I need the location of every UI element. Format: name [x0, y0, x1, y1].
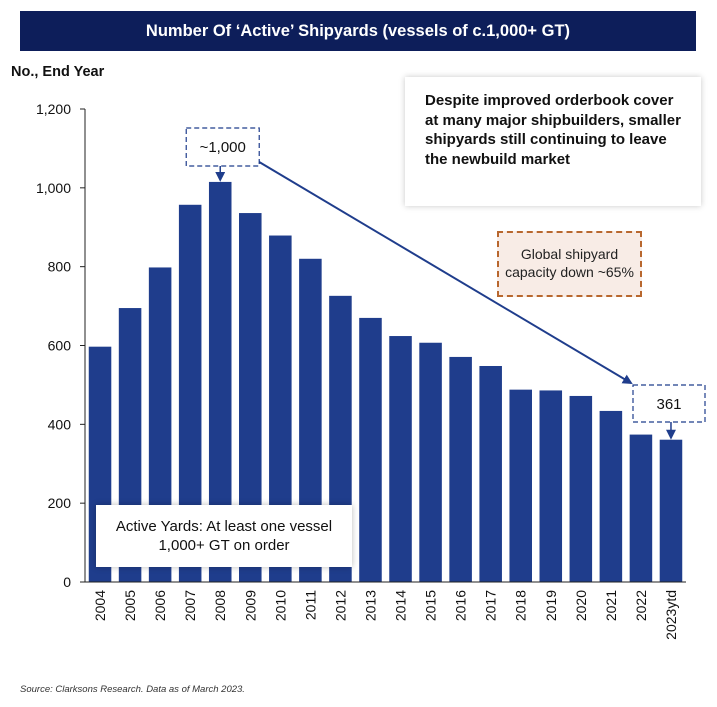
active-yards-definition-box: Active Yards: At least one vessel 1,000+…	[96, 505, 352, 567]
bar	[449, 356, 472, 582]
y-tick-label: 0	[63, 574, 71, 590]
x-tick-label: 2018	[513, 590, 529, 621]
x-tick-label: 2021	[603, 590, 619, 621]
x-tick-label: 2020	[573, 590, 589, 621]
capacity-note-box: Global shipyard capacity down ~65%	[497, 231, 642, 297]
commentary-text: Despite improved orderbook cover at many…	[425, 92, 681, 168]
annotations: ~1,000 361	[185, 127, 706, 440]
bar	[239, 213, 262, 582]
source-note: Source: Clarksons Research. Data as of M…	[20, 684, 245, 695]
chart-title: Number Of ‘Active’ Shipyards (vessels of…	[20, 11, 696, 51]
x-axis: 2004 2005 2006 2007 2008 2009 2010 2011 2012 2013…	[85, 581, 686, 640]
x-tick-label: 2013	[362, 590, 378, 621]
x-tick-label: 2014	[393, 590, 409, 621]
x-tick-label: 2017	[483, 590, 499, 621]
bar	[269, 235, 292, 582]
x-tick-label: 2004	[92, 590, 108, 621]
x-tick-label: 2008	[212, 590, 228, 621]
peak-label-box	[185, 127, 260, 167]
y-axis: 0 200 400 600 800 1,000 1,200	[36, 101, 86, 590]
y-tick-label: 600	[48, 338, 72, 354]
x-tick-label: 2009	[242, 590, 258, 621]
latest-label-box	[632, 384, 706, 423]
x-tick-label: 2012	[332, 590, 348, 621]
x-tick-label: 2005	[122, 590, 138, 621]
capacity-note-text: Global shipyard capacity down ~65%	[505, 246, 634, 280]
bar	[599, 410, 623, 582]
y-tick-label: 200	[48, 495, 72, 511]
x-tick-label: 2023ytd	[663, 590, 679, 640]
x-tick-label: 2015	[423, 590, 439, 621]
bar	[419, 342, 442, 582]
peak-label: ~1,000	[200, 139, 246, 156]
x-tick-label: 2010	[272, 590, 288, 621]
y-tick-label: 800	[48, 259, 72, 275]
decline-arrow	[258, 161, 633, 385]
x-tick-label: 2016	[453, 590, 469, 621]
y-tick-label: 1,000	[36, 180, 71, 196]
x-tick-label: 2022	[633, 590, 649, 621]
chart-title-text: Number Of ‘Active’ Shipyards (vessels of…	[145, 21, 571, 40]
x-tick-label: 2006	[152, 590, 168, 621]
active-yards-definition-text: Active Yards: At least one vessel 1,000+…	[115, 517, 333, 555]
bar	[569, 395, 593, 582]
bar	[629, 434, 653, 582]
y-tick-label: 400	[48, 416, 72, 432]
bar	[479, 365, 502, 582]
x-tick-label: 2019	[543, 590, 559, 621]
bar	[299, 258, 322, 582]
x-tick-label: 2007	[182, 590, 198, 621]
bar	[359, 317, 382, 582]
bar	[178, 204, 202, 582]
y-tick-label: 1,200	[36, 101, 71, 117]
bar	[539, 390, 563, 582]
bar	[509, 389, 532, 582]
bar	[148, 267, 172, 582]
bar	[208, 181, 232, 582]
latest-label: 361	[656, 396, 681, 413]
bar	[389, 336, 412, 582]
commentary-callout: Despite improved orderbook cover at many…	[405, 77, 701, 206]
x-tick-label: 2011	[302, 590, 318, 620]
bar	[659, 439, 683, 582]
y-axis-label: No., End Year	[11, 64, 105, 80]
bars	[88, 181, 683, 582]
